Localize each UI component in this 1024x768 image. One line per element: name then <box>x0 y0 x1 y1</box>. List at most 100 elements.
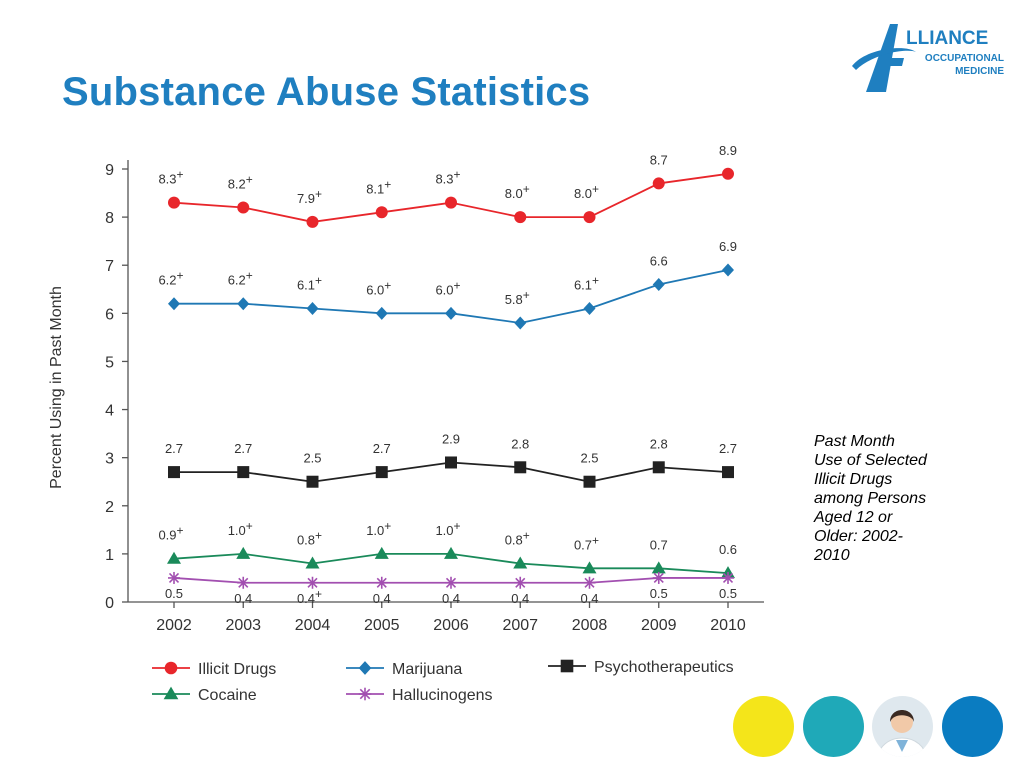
legend-marker <box>358 687 372 701</box>
marker-stroke <box>445 577 457 588</box>
marker-stroke <box>376 577 387 588</box>
y-tick-label: 9 <box>105 162 114 179</box>
data-point <box>513 556 528 569</box>
data-point <box>514 316 527 330</box>
data-point <box>306 475 319 488</box>
marker-stroke <box>722 572 734 584</box>
x-tick-label: 2005 <box>364 617 400 634</box>
y-tick-label: 7 <box>105 258 114 275</box>
chart-legend: Illicit Drugs Marijuana Psychotherapeutics… <box>152 659 734 704</box>
data-label: 2.7 <box>234 441 252 456</box>
significance-plus-mark: + <box>177 168 184 182</box>
data-label: 8.9 <box>719 143 737 158</box>
data-label: 0.9+ <box>158 524 183 543</box>
caption-line: Illicit Drugs <box>814 471 893 488</box>
logo-line1: LLIANCE <box>906 28 988 49</box>
significance-plus-mark: + <box>592 533 599 547</box>
significance-plus-mark: + <box>592 182 599 196</box>
significance-plus-mark: + <box>246 172 253 186</box>
data-label: 0.7+ <box>574 533 599 552</box>
y-tick-label: 1 <box>105 547 114 564</box>
data-label: 1.0+ <box>435 519 460 538</box>
significance-plus-mark: + <box>523 288 530 302</box>
data-label: 6.1+ <box>297 274 322 293</box>
data-point <box>445 196 457 209</box>
logo-mark-icon <box>852 24 916 92</box>
data-label: 0.8+ <box>297 529 322 548</box>
data-label: 2.9 <box>442 431 460 446</box>
marker-stroke <box>168 572 180 584</box>
y-tick-label: 3 <box>105 451 114 468</box>
x-tick-label: 2004 <box>295 617 331 634</box>
data-label: 8.0+ <box>505 182 530 201</box>
data-point <box>514 461 527 474</box>
data-point <box>375 306 388 320</box>
data-point <box>237 576 250 589</box>
data-point <box>168 196 180 209</box>
data-point <box>722 571 734 584</box>
data-point <box>375 576 388 589</box>
marker-stroke <box>359 688 371 700</box>
caption-line: among Persons <box>814 490 927 507</box>
data-point <box>582 561 597 574</box>
data-point <box>514 576 527 589</box>
data-label: 2.7 <box>373 441 391 456</box>
significance-plus-mark: + <box>246 519 253 533</box>
data-point <box>652 177 665 190</box>
data-label: 1.0+ <box>228 519 253 538</box>
data-label: 0.4 <box>511 591 529 606</box>
data-point <box>168 297 180 311</box>
marker-stroke <box>653 572 664 584</box>
data-label: 6.9 <box>719 239 737 254</box>
data-point <box>583 475 596 488</box>
data-label: 8.0+ <box>574 182 599 201</box>
data-label: 6.6 <box>650 253 668 268</box>
marker-stroke <box>307 577 318 588</box>
decorative-yellow-circle <box>733 696 794 757</box>
data-point <box>237 466 250 479</box>
legend-marker <box>164 661 178 675</box>
data-label: 0.5 <box>650 586 668 601</box>
significance-plus-mark: + <box>177 269 184 283</box>
legend-label: Psychotherapeutics <box>594 659 734 676</box>
data-label: 0.4 <box>580 591 598 606</box>
data-label: 0.4+ <box>297 587 322 606</box>
decorative-blue-circle <box>942 696 1003 757</box>
significance-plus-mark: + <box>454 278 461 292</box>
data-label: 2.7 <box>719 441 737 456</box>
legend-label: Cocaine <box>198 687 257 704</box>
data-label: 0.4 <box>442 591 460 606</box>
y-tick-label: 8 <box>105 210 114 227</box>
data-label: 0.4 <box>373 591 391 606</box>
caption-line: Aged 12 or <box>814 509 893 526</box>
data-label: 0.8+ <box>505 529 530 548</box>
data-label: 2.7 <box>165 441 183 456</box>
caption-line: Past Month <box>814 433 895 450</box>
data-point <box>583 211 596 224</box>
legend-marker <box>560 659 574 673</box>
significance-plus-mark: + <box>315 529 322 543</box>
significance-plus-mark: + <box>315 274 322 288</box>
caption-line: Older: 2002- <box>814 528 903 545</box>
data-label: 6.0+ <box>366 278 391 297</box>
data-point <box>722 466 734 479</box>
significance-plus-mark: + <box>454 168 461 182</box>
x-tick-label: 2002 <box>156 617 192 634</box>
significance-plus-mark: + <box>384 519 391 533</box>
data-label: 0.7 <box>650 537 668 552</box>
data-label: 2.5 <box>303 451 321 466</box>
data-point <box>168 571 180 584</box>
significance-plus-mark: + <box>384 177 391 191</box>
logo-line3: MEDICINE <box>955 66 1004 77</box>
y-tick-label: 2 <box>105 499 114 516</box>
alliance-logo: LLIANCE OCCUPATIONAL MEDICINE <box>852 24 1004 92</box>
data-point <box>514 211 527 224</box>
doctor-photo <box>872 696 933 757</box>
data-label: 8.7 <box>650 152 668 167</box>
data-label: 0.5 <box>165 586 183 601</box>
y-tick-label: 4 <box>105 403 114 420</box>
data-point <box>167 551 181 564</box>
data-point <box>445 306 457 320</box>
x-tick-label: 2008 <box>572 617 608 634</box>
